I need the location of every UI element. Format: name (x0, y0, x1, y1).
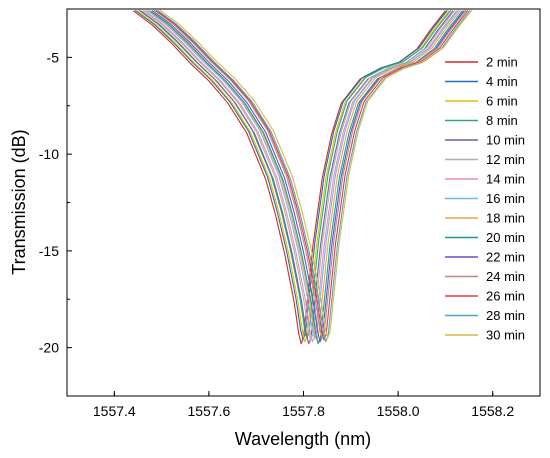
series-line (153, 9, 467, 339)
legend-label: 30 min (486, 328, 525, 343)
y-tick-label: -5 (47, 49, 60, 65)
legend: 2 min 4 min 6 min 8 min 10 min 12 min 14 min 16… (445, 55, 525, 343)
legend-label: 12 min (486, 152, 525, 167)
legend-label: 4 min (486, 74, 518, 89)
x-tick-label: 1557.8 (282, 403, 325, 419)
legend-label: 22 min (486, 250, 525, 265)
series-line (142, 9, 456, 341)
series-line (159, 9, 473, 339)
series-line (155, 9, 469, 341)
y-axis: -5 -10 -15 -20 (39, 8, 72, 356)
x-tick-label: 1557.6 (187, 403, 230, 419)
x-tick-label: 1558.2 (471, 403, 514, 419)
series-line (146, 9, 460, 339)
y-tick-label: -20 (39, 340, 59, 356)
legend-label: 16 min (486, 191, 525, 206)
legend-label: 26 min (486, 289, 525, 304)
legend-label: 6 min (486, 94, 518, 109)
legend-label: 28 min (486, 308, 525, 323)
series-line (134, 9, 448, 341)
legend-label: 24 min (486, 269, 525, 284)
x-tick-label: 1557.4 (93, 403, 136, 419)
legend-label: 20 min (486, 230, 525, 245)
x-axis: 1557.4 1557.6 1557.8 1558.0 1558.2 (93, 391, 514, 419)
legend-label: 18 min (486, 211, 525, 226)
legend-label: 2 min (486, 55, 518, 70)
y-axis-title: Transmission (dB) (9, 129, 29, 274)
x-tick-label: 1558.0 (377, 403, 420, 419)
y-tick-label: -10 (39, 146, 59, 162)
x-axis-title: Wavelength (nm) (235, 429, 371, 449)
legend-label: 8 min (486, 113, 518, 128)
series-lines (132, 9, 473, 345)
legend-label: 10 min (486, 133, 525, 148)
legend-label: 14 min (486, 172, 525, 187)
y-tick-label: -15 (39, 243, 59, 259)
